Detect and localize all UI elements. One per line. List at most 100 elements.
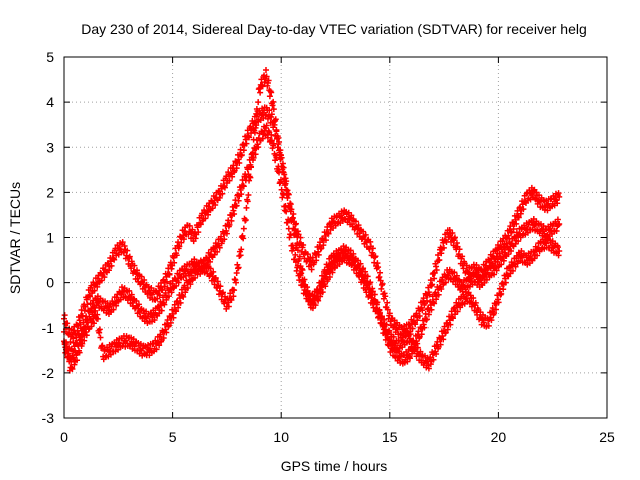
data-point xyxy=(197,221,204,228)
data-point xyxy=(414,344,421,351)
data-point xyxy=(317,239,324,246)
data-point xyxy=(355,222,362,229)
data-point xyxy=(238,191,245,198)
data-point xyxy=(442,279,449,286)
data-point xyxy=(345,249,352,256)
data-point xyxy=(203,260,210,267)
data-point xyxy=(407,355,413,362)
data-point xyxy=(292,230,299,237)
data-point xyxy=(206,258,213,265)
data-point xyxy=(255,99,262,106)
data-point xyxy=(384,299,391,306)
data-point xyxy=(554,216,561,223)
data-point xyxy=(409,325,416,332)
data-point xyxy=(101,274,108,281)
data-point xyxy=(323,271,330,278)
data-point xyxy=(273,126,280,133)
chart-title: Day 230 of 2014, Sidereal Day-to-day VTE… xyxy=(81,21,587,37)
data-point xyxy=(279,160,286,167)
data-point xyxy=(485,322,492,329)
data-point xyxy=(173,308,180,315)
data-point xyxy=(369,245,376,252)
data-point xyxy=(372,253,379,260)
data-point xyxy=(264,134,271,141)
data-point xyxy=(493,306,500,313)
data-point xyxy=(373,301,380,308)
data-point xyxy=(240,235,247,242)
data-point xyxy=(257,89,264,96)
data-point xyxy=(221,236,228,243)
data-point xyxy=(244,198,251,205)
data-point xyxy=(360,265,367,272)
data-point xyxy=(240,183,247,190)
data-point xyxy=(195,229,202,236)
data-point xyxy=(440,244,447,251)
data-point xyxy=(457,304,464,311)
data-point xyxy=(428,306,435,313)
data-point xyxy=(483,276,490,283)
data-point xyxy=(92,307,99,314)
data-point xyxy=(429,281,436,288)
data-point xyxy=(431,300,438,307)
data-point xyxy=(90,320,97,327)
data-point xyxy=(322,283,329,290)
data-point xyxy=(420,295,427,302)
data-point xyxy=(379,280,386,287)
data-point xyxy=(277,176,284,183)
data-point xyxy=(534,252,541,259)
data-point xyxy=(231,210,238,217)
data-point xyxy=(309,254,316,261)
data-point xyxy=(186,222,193,229)
data-point xyxy=(255,144,262,151)
data-point xyxy=(96,326,103,333)
data-point xyxy=(433,266,440,273)
data-point xyxy=(243,140,250,147)
data-point xyxy=(69,365,76,372)
data-point xyxy=(156,342,163,349)
data-point xyxy=(287,208,294,215)
data-point xyxy=(65,350,72,357)
data-point xyxy=(502,279,509,286)
data-point xyxy=(263,73,270,80)
data-point xyxy=(352,218,359,225)
data-point xyxy=(430,356,437,363)
data-point xyxy=(513,220,520,227)
data-point xyxy=(226,221,233,228)
data-point xyxy=(447,321,454,328)
x-tick-label: 25 xyxy=(599,429,615,445)
data-point xyxy=(180,293,187,300)
data-point xyxy=(252,124,259,131)
y-tick-label: 5 xyxy=(46,49,54,65)
data-point xyxy=(493,267,500,274)
data-point xyxy=(273,154,280,161)
data-point xyxy=(153,346,160,353)
data-point xyxy=(390,333,397,340)
data-point xyxy=(495,299,502,306)
data-point xyxy=(479,311,486,318)
data-point xyxy=(435,291,442,298)
data-point xyxy=(266,93,273,100)
data-point xyxy=(289,214,296,221)
data-point xyxy=(268,89,275,96)
data-point xyxy=(236,159,243,166)
data-point xyxy=(308,266,315,273)
data-point xyxy=(290,245,297,252)
data-point xyxy=(171,259,178,266)
data-point xyxy=(449,229,456,236)
data-point xyxy=(235,264,242,271)
y-tick-label: -1 xyxy=(42,320,55,336)
data-point xyxy=(63,343,70,350)
data-point xyxy=(194,271,201,278)
data-point xyxy=(315,297,322,304)
data-point xyxy=(131,262,138,269)
data-point xyxy=(249,149,256,156)
data-point xyxy=(352,257,359,264)
data-point xyxy=(111,256,118,263)
data-point xyxy=(250,154,257,161)
data-point xyxy=(247,174,254,181)
data-point xyxy=(297,234,304,241)
data-point xyxy=(181,282,188,289)
data-point xyxy=(515,238,522,245)
data-point xyxy=(280,169,287,176)
data-point xyxy=(370,304,377,311)
